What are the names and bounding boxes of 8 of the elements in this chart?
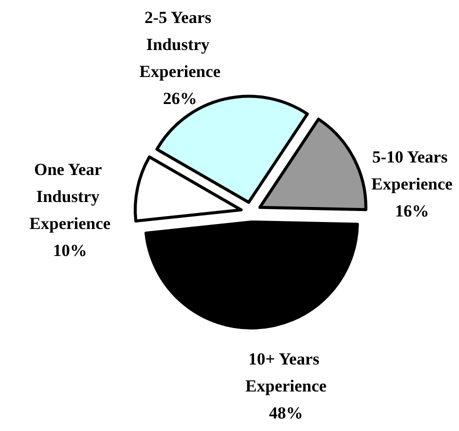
slice-label: 10+ Years Experience [245, 350, 328, 396]
data-label: 26% [163, 89, 197, 108]
data-label: 48% [269, 404, 303, 422]
slice-label: 5-10 Years Experience [371, 148, 454, 194]
data-label: 16% [395, 202, 429, 220]
data-label: 10% [53, 241, 87, 260]
slice-label: 2-5 Years Industry Experience [139, 8, 222, 81]
slice-label: One Year Industry Experience [29, 160, 112, 233]
